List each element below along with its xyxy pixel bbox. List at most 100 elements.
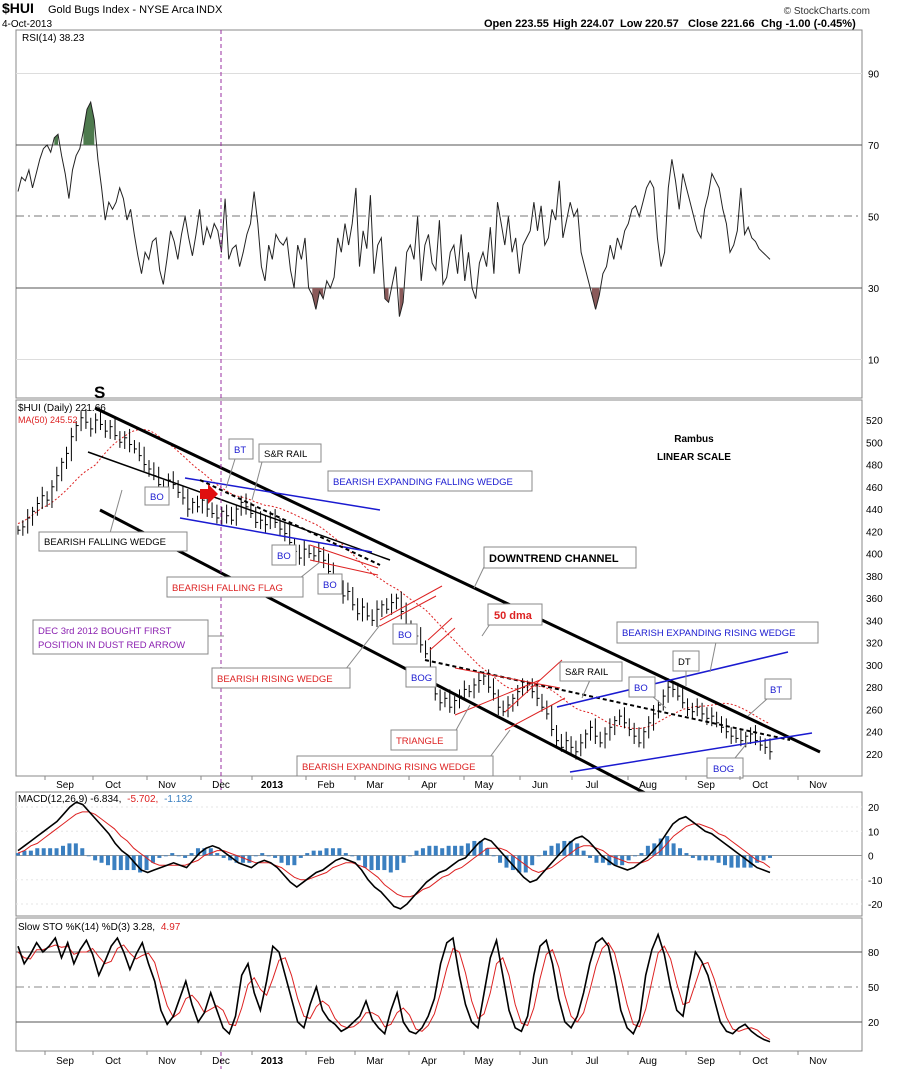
callout-text: BOG bbox=[713, 764, 734, 775]
macd-hist-bar bbox=[67, 843, 72, 856]
linear-scale-label: LINEAR SCALE bbox=[657, 452, 731, 463]
month-label: Aug bbox=[639, 1056, 657, 1067]
callout-text: 50 dma bbox=[494, 610, 533, 622]
rsi-tick-label: 70 bbox=[868, 141, 880, 152]
price-label: $HUI (Daily) 221.66 bbox=[18, 403, 106, 414]
price-tick-label: 280 bbox=[866, 683, 883, 694]
month-label: 2013 bbox=[261, 780, 284, 791]
callout-text: BEARISH FALLING WEDGE bbox=[44, 537, 166, 548]
chart-header: $HUI Gold Bugs Index - NYSE Arca INDX 4-… bbox=[2, 0, 870, 30]
month-label: Nov bbox=[158, 780, 176, 791]
macd-hist-bar bbox=[105, 855, 110, 866]
downtrend-upper-line bbox=[94, 406, 821, 754]
macd-hist-bar bbox=[16, 853, 20, 856]
macd-hist-bar bbox=[716, 855, 721, 863]
rsi-line bbox=[17, 100, 771, 317]
macd-hist-bar bbox=[568, 840, 573, 856]
callout-text: BEARISH RISING WEDGE bbox=[217, 674, 333, 685]
macd-hist-bar bbox=[581, 850, 586, 856]
callout-triangle: TRIANGLE bbox=[390, 704, 471, 751]
sto-label: Slow STO %K(14) %D(3) 3.28, 4.97 bbox=[18, 922, 181, 933]
callout-downtrend-channel: DOWNTREND CHANNEL bbox=[473, 546, 637, 589]
triangle-bottom bbox=[454, 679, 541, 716]
month-label: Oct bbox=[105, 780, 121, 791]
close-value: Close 221.66 bbox=[688, 18, 755, 30]
month-label: Nov bbox=[158, 1056, 176, 1067]
macd-hist-bar bbox=[517, 855, 522, 873]
macd-hist-bar bbox=[350, 855, 355, 857]
macd-hist-bar bbox=[369, 855, 374, 871]
month-label: Nov bbox=[809, 780, 827, 791]
month-label: Mar bbox=[366, 780, 384, 791]
macd-hist-bar bbox=[208, 848, 213, 856]
macd-hist-bar bbox=[311, 850, 316, 856]
macd-hist-bar bbox=[163, 855, 168, 857]
callout-expanding-rising-wedge-bottom: BEARISH EXPANDING RISING WEDGE bbox=[296, 729, 511, 777]
macd-hist-bar bbox=[453, 845, 458, 856]
macd-tick-label: -20 bbox=[868, 900, 883, 911]
month-label: 2013 bbox=[261, 1056, 284, 1067]
macd-hist-bar bbox=[273, 855, 278, 858]
sto-label-d: 4.97 bbox=[161, 922, 181, 933]
price-tick-label: 360 bbox=[866, 594, 883, 605]
macd-hist-bar bbox=[215, 853, 220, 856]
sto-frame bbox=[15, 917, 863, 1052]
month-label: Apr bbox=[421, 780, 437, 791]
sr-rail-1 bbox=[199, 479, 381, 566]
ma50-line bbox=[17, 428, 771, 730]
macd-hist-bar bbox=[170, 853, 175, 856]
month-label: Sep bbox=[56, 780, 74, 791]
sto-k-line bbox=[17, 932, 771, 1043]
price-tick-label: 340 bbox=[866, 616, 883, 627]
month-label: Jun bbox=[532, 780, 548, 791]
macd-hist-bar bbox=[118, 855, 123, 871]
macd-hist-bar bbox=[594, 855, 599, 863]
macd-hist-bar bbox=[395, 855, 400, 871]
macd-hist-bar bbox=[157, 855, 162, 858]
price-tick-label: 320 bbox=[866, 639, 883, 650]
macd-frame bbox=[15, 791, 863, 917]
rsi-frame bbox=[15, 29, 863, 399]
month-label: Sep bbox=[56, 1056, 74, 1067]
callout-bt-1: BT bbox=[225, 438, 254, 489]
macd-hist-bar bbox=[54, 848, 59, 856]
open-value: Open 223.55 bbox=[484, 18, 549, 30]
month-label: Nov bbox=[809, 1056, 827, 1067]
callout-bearish-rising-wedge: BEARISH RISING WEDGE bbox=[211, 624, 381, 689]
macd-hist-bar bbox=[549, 845, 554, 856]
callout-text: BO bbox=[323, 580, 337, 591]
macd-hist-bar bbox=[465, 843, 470, 856]
macd-histogram bbox=[16, 836, 772, 873]
callout-text: BO bbox=[150, 492, 164, 503]
macd-hist-bar bbox=[388, 855, 393, 873]
macd-hist-bar bbox=[93, 855, 98, 861]
macd-hist-bar bbox=[633, 855, 638, 857]
month-label: Oct bbox=[105, 1056, 121, 1067]
month-axis-lower: Sep Oct Nov Dec 2013 Feb Mar Apr May Jun Jul Aug Sep… bbox=[44, 1051, 827, 1067]
month-label: Jul bbox=[586, 780, 599, 791]
rsi-oversold-fill bbox=[399, 288, 404, 317]
macd-hist-bar bbox=[536, 855, 541, 857]
macd-hist-bar bbox=[491, 855, 496, 857]
macd-hist-bar bbox=[343, 853, 348, 856]
callout-text: BT bbox=[234, 445, 246, 456]
price-panel: 5205004804604404204003803603403203002802… bbox=[15, 30, 883, 1069]
callout-bo-5: BO bbox=[628, 676, 667, 709]
price-tick-label: 220 bbox=[866, 750, 883, 761]
macd-tick-label: 0 bbox=[868, 852, 874, 863]
macd-hist-bar bbox=[305, 853, 310, 856]
macd-label-hist: -1.132 bbox=[164, 794, 193, 805]
callout-bog-1: BOG bbox=[405, 666, 437, 688]
callout-50dma: 50 dma bbox=[481, 603, 543, 637]
macd-hist-bar bbox=[292, 855, 297, 866]
macd-hist-bar bbox=[298, 855, 303, 858]
macd-hist-bar bbox=[48, 848, 53, 856]
macd-hist-bar bbox=[99, 855, 104, 863]
callout-text: BEARISH EXPANDING RISING WEDGE bbox=[622, 628, 796, 639]
sto-d-line bbox=[17, 941, 771, 1040]
macd-hist-bar bbox=[665, 836, 670, 856]
price-tick-label: 260 bbox=[866, 705, 883, 716]
macd-hist-bar bbox=[337, 848, 342, 856]
macd-hist-bar bbox=[375, 855, 380, 871]
macd-hist-bar bbox=[530, 855, 535, 866]
